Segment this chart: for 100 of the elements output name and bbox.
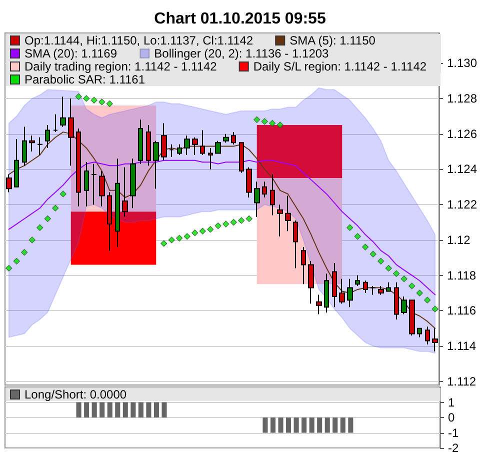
candlestick	[45, 124, 50, 148]
y-tick-label: 1.126	[446, 126, 478, 141]
point	[432, 306, 438, 312]
candlestick	[153, 140, 159, 190]
y-tick-label: 1.112	[446, 374, 476, 388]
candlestick	[84, 162, 89, 207]
candlestick	[262, 181, 267, 198]
y-tick-label: 1.118	[446, 268, 476, 282]
candlestick	[6, 174, 12, 193]
y-tick-label: 1.114	[446, 339, 476, 354]
candlestick	[231, 132, 236, 145]
point	[52, 204, 59, 212]
point	[416, 290, 423, 296]
legend-label: SMA (20): 1.1169	[24, 46, 118, 60]
candlestick	[22, 126, 27, 166]
legend-label: Parabolic SAR: 1.1161	[24, 72, 146, 86]
point	[83, 95, 90, 102]
point	[354, 233, 361, 240]
candlestick	[161, 122, 167, 161]
point	[207, 226, 214, 233]
legend-label: Long/Short: 0.0000	[24, 388, 127, 402]
point	[214, 222, 222, 230]
point	[378, 258, 384, 264]
candlestick	[332, 262, 337, 308]
candlestick	[60, 96, 66, 128]
candlestick	[200, 130, 205, 156]
point	[238, 217, 245, 224]
candlestick	[177, 144, 182, 156]
y-tick-label: -1	[448, 426, 459, 440]
candlestick	[270, 174, 275, 216]
candlestick	[432, 328, 438, 352]
point	[168, 236, 175, 244]
point	[222, 220, 230, 228]
candlestick	[417, 328, 422, 338]
point	[269, 120, 276, 127]
point	[261, 118, 268, 125]
candlestick	[355, 274, 360, 286]
candlestick	[169, 144, 174, 158]
point	[184, 233, 190, 240]
y-tick-label: -2	[448, 441, 459, 455]
point	[199, 228, 206, 234]
point	[21, 249, 28, 256]
legend-label: Op:1.1144, Hi:1.1150, Lo:1.1137, Cl:1.1142	[24, 34, 254, 48]
candlestick	[37, 136, 43, 156]
candlestick	[146, 124, 151, 166]
candlestick	[363, 280, 368, 294]
line-series	[8, 160, 436, 296]
candlestick	[215, 140, 221, 154]
candlestick	[130, 158, 136, 209]
candlestick	[29, 135, 35, 152]
candlestick	[347, 278, 353, 308]
point	[176, 234, 183, 242]
point	[393, 270, 400, 277]
point	[75, 93, 82, 100]
point	[400, 276, 408, 282]
candlestick	[223, 133, 229, 144]
point	[230, 218, 237, 226]
y-tick-label: 0	[448, 410, 455, 424]
point	[246, 215, 252, 222]
candlestick	[115, 158, 120, 248]
y-tick-label: 1.12	[446, 232, 471, 247]
point	[424, 296, 431, 304]
candlestick	[192, 136, 198, 156]
candlestick	[14, 138, 19, 188]
candlestick	[324, 273, 329, 313]
point	[385, 264, 392, 272]
candlestick	[107, 192, 112, 252]
point	[362, 244, 369, 250]
legend-label: Daily trading region: 1.1142 - 1.1142	[24, 60, 218, 74]
candlestick	[68, 98, 74, 166]
chart-title: Chart 01.10.2015 09:55	[154, 10, 326, 28]
candlestick	[293, 220, 298, 269]
point	[106, 100, 113, 108]
candlestick	[308, 260, 314, 304]
point	[254, 116, 260, 123]
candlestick	[301, 246, 306, 285]
candlestick	[378, 285, 384, 296]
legend-label: Bollinger (20, 2): 1.1136 - 1.1203	[154, 46, 330, 60]
y-tick-label: 1.124	[446, 162, 478, 176]
candlestick	[401, 296, 407, 315]
point	[192, 230, 198, 236]
candlestick	[246, 166, 252, 198]
point	[160, 240, 168, 247]
point	[36, 224, 44, 231]
y-tick-label: 1.116	[446, 304, 476, 318]
candlestick	[122, 166, 128, 218]
candlestick	[425, 326, 430, 345]
point	[370, 250, 376, 258]
candlestick	[277, 204, 283, 237]
point	[13, 258, 20, 264]
candlestick	[339, 278, 345, 304]
candlestick	[138, 119, 143, 164]
line-series	[8, 132, 436, 329]
y-tick-label: 1.122	[446, 198, 478, 212]
y-tick-label: 1.130	[446, 56, 478, 70]
y-tick-label: 1.128	[446, 91, 478, 106]
candlestick	[53, 114, 58, 133]
legend-label: SMA (5): 1.1150	[290, 34, 376, 48]
candlestick	[91, 163, 97, 206]
candlestick	[99, 170, 105, 207]
